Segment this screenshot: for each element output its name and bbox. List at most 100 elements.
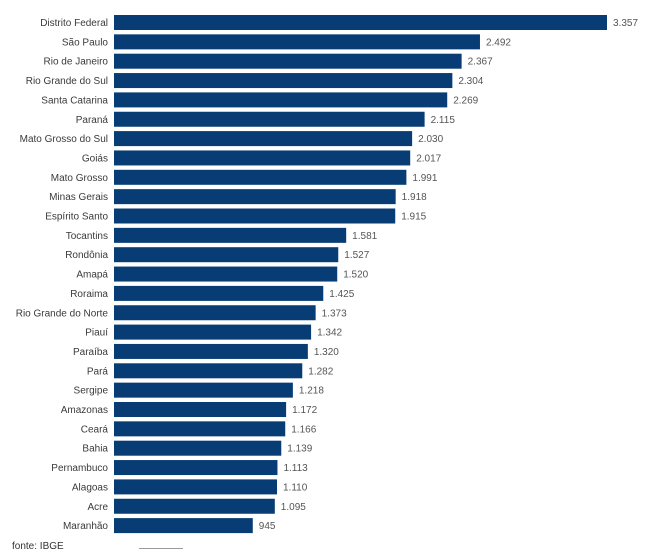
bar xyxy=(114,111,425,127)
bar-row: Distrito Federal 3.357 xyxy=(40,15,638,30)
value-label: 1.373 xyxy=(322,308,347,319)
value-label: 1.915 xyxy=(401,212,426,223)
bar xyxy=(114,227,347,243)
category-label: Maranhão xyxy=(63,521,108,532)
category-label: Rondônia xyxy=(65,250,108,261)
bar-row: Bahia 1.139 xyxy=(82,440,313,456)
category-label: Mato Grosso do Sul xyxy=(20,134,108,145)
value-label: 1.113 xyxy=(283,463,308,474)
category-label: Rio de Janeiro xyxy=(44,57,109,68)
bar xyxy=(114,382,293,398)
category-label: Roraima xyxy=(70,289,108,300)
bar xyxy=(114,421,286,437)
bar xyxy=(114,73,453,89)
category-label: Piauí xyxy=(85,328,108,339)
bar xyxy=(114,460,278,476)
value-label: 2.367 xyxy=(468,57,493,68)
bar-row: Rio de Janeiro 2.367 xyxy=(44,53,493,69)
value-label: 1.342 xyxy=(317,328,342,339)
bar-row: Sergipe 1.218 xyxy=(74,382,324,398)
bar-row: São Paulo 2.492 xyxy=(62,34,511,50)
bar-row: Santa Catarina 2.269 xyxy=(41,92,479,108)
value-label: 1.218 xyxy=(299,386,324,397)
value-label: 1.425 xyxy=(329,289,354,300)
bar-row: Amapá 1.520 xyxy=(76,266,369,282)
bar xyxy=(114,343,308,359)
category-label: Bahia xyxy=(82,444,108,455)
bar xyxy=(114,208,396,224)
bar-row: Pernambuco 1.113 xyxy=(51,460,308,476)
category-label: São Paulo xyxy=(62,37,109,48)
category-label: Alagoas xyxy=(72,482,108,493)
bar xyxy=(114,305,316,321)
bar xyxy=(114,498,275,514)
bar-row: Rondônia 1.527 xyxy=(65,247,370,263)
category-label: Rio Grande do Norte xyxy=(16,308,109,319)
value-label: 2.115 xyxy=(431,115,456,126)
bar xyxy=(114,34,480,50)
bar xyxy=(114,131,413,147)
value-label: 3.357 xyxy=(613,18,638,29)
category-label: Amapá xyxy=(76,270,108,281)
bar xyxy=(114,363,303,379)
value-label: 1.581 xyxy=(352,231,377,242)
bar-chart: Distrito Federal 3.357 São Paulo 2.492 Rio d… xyxy=(16,15,638,534)
category-label: Pernambuco xyxy=(51,463,108,474)
category-label: Pará xyxy=(87,366,109,377)
bar xyxy=(114,15,607,30)
bar-row: Piauí 1.342 xyxy=(85,324,343,340)
value-label: 1.110 xyxy=(283,482,308,493)
value-label: 2.269 xyxy=(453,95,478,106)
bar-row: Roraima 1.425 xyxy=(70,285,355,301)
bar xyxy=(114,247,339,263)
value-label: 1.991 xyxy=(412,173,437,184)
bar-row: Alagoas 1.110 xyxy=(72,479,308,495)
category-label: Distrito Federal xyxy=(40,18,108,29)
value-label: 1.282 xyxy=(308,366,333,377)
bar xyxy=(114,169,407,185)
bar-row: Minas Gerais 1.918 xyxy=(49,189,427,205)
bar-row: Mato Grosso 1.991 xyxy=(51,169,438,185)
category-label: Mato Grosso xyxy=(51,173,109,184)
source-divider xyxy=(139,548,183,549)
bar xyxy=(114,92,448,108)
bar-row: Espírito Santo 1.915 xyxy=(45,208,427,224)
value-label: 945 xyxy=(259,521,276,532)
source-note: fonte: IBGE xyxy=(12,541,64,552)
bar-row: Mato Grosso do Sul 2.030 xyxy=(20,131,444,147)
category-label: Acre xyxy=(87,502,108,513)
bar xyxy=(114,53,462,69)
bar-row: Amazonas 1.172 xyxy=(61,402,318,417)
category-label: Goiás xyxy=(82,153,108,164)
value-label: 2.492 xyxy=(486,37,511,48)
bar-row: Rio Grande do Norte 1.373 xyxy=(16,305,347,321)
value-label: 1.918 xyxy=(402,192,427,203)
category-label: Santa Catarina xyxy=(41,95,108,106)
category-label: Minas Gerais xyxy=(49,192,108,203)
bar xyxy=(114,150,411,166)
value-label: 1.172 xyxy=(292,405,317,416)
value-label: 2.017 xyxy=(416,153,441,164)
bar xyxy=(114,479,278,495)
bar xyxy=(114,266,338,282)
bar-row: Paraná 2.115 xyxy=(76,111,456,127)
bar-row: Ceará 1.166 xyxy=(81,421,317,437)
category-label: Paraná xyxy=(76,115,109,126)
bar-row: Rio Grande do Sul 2.304 xyxy=(26,73,484,89)
bar xyxy=(114,518,253,534)
bar xyxy=(114,402,287,417)
value-label: 2.030 xyxy=(418,134,443,145)
bar xyxy=(114,324,312,340)
category-label: Paraíba xyxy=(73,347,108,358)
bar-row: Goiás 2.017 xyxy=(82,150,442,166)
value-label: 1.520 xyxy=(343,270,368,281)
value-label: 1.166 xyxy=(291,424,316,435)
bar-row: Acre 1.095 xyxy=(87,498,306,514)
bar-row: Tocantins 1.581 xyxy=(66,227,378,243)
category-label: Ceará xyxy=(81,424,109,435)
value-label: 1.320 xyxy=(314,347,339,358)
bar xyxy=(114,440,282,456)
category-label: Sergipe xyxy=(74,386,109,397)
category-label: Amazonas xyxy=(61,405,108,416)
bar xyxy=(114,285,324,301)
